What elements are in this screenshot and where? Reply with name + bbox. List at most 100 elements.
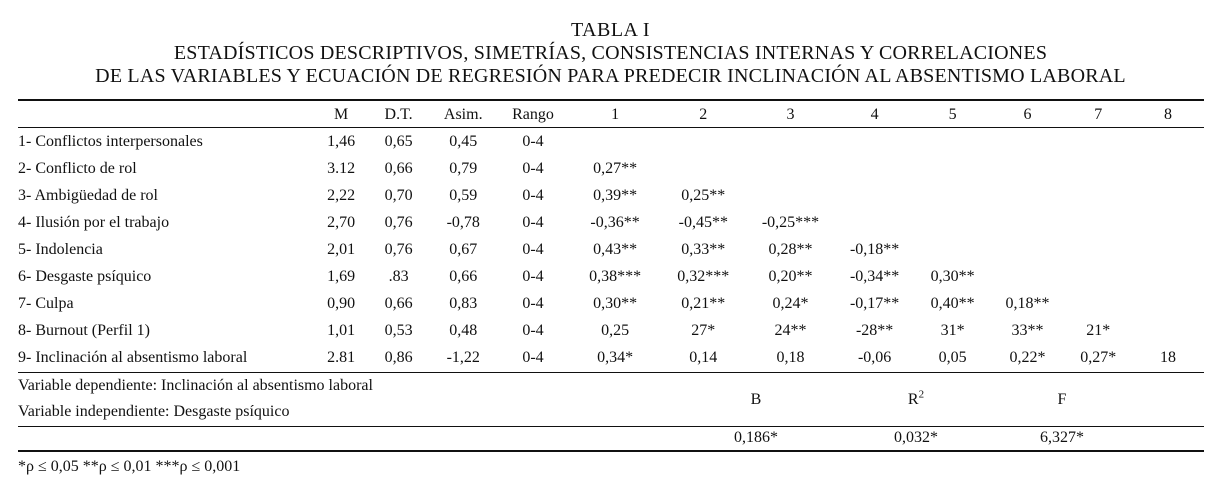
table-cell: 0-4 (522, 132, 544, 150)
table-cell (1064, 236, 1132, 263)
independent-variable-label: Variable independiente: Desgaste psíquic… (18, 403, 290, 420)
table-cell: 27* (691, 321, 716, 339)
row-label: 3- Ambigüedad de rol (18, 186, 158, 204)
table-cell (1064, 128, 1132, 155)
table-cell (1064, 182, 1132, 209)
table-cell (991, 236, 1065, 263)
table-cell: 1,01 (327, 321, 356, 339)
regression-value-b: 0,186* (734, 429, 778, 446)
table-row: 4- Ilusión por el trabajo 2,70 0,76 -0,78 0-… (18, 209, 1204, 236)
row-label: 8- Burnout (Perfil 1) (18, 321, 150, 339)
table-cell: 33** (1011, 321, 1044, 339)
header-cell (18, 101, 316, 128)
table-row: 6- Desgaste psíquico 1,69 .83 0,66 0-4 0,38**… (18, 263, 1204, 290)
table-cell (991, 128, 1065, 155)
table-cell: 0-4 (522, 294, 544, 312)
regression-header-f: F (1057, 391, 1067, 408)
table-cell (991, 155, 1065, 182)
header-row: M D.T. Asim. Rango 1 2 3 4 5 6 7 8 (18, 101, 1204, 128)
bottom-rule (18, 450, 1204, 452)
table-cell (835, 155, 915, 182)
table-row: 3- Ambigüedad de rol 2,22 0,70 0,59 0-4 0,39*… (18, 182, 1204, 209)
table-cell: 0-4 (522, 159, 544, 177)
regression-value-r2: 0,032* (894, 429, 938, 446)
row-label: 1- Conflictos interpersonales (18, 132, 203, 150)
table-cell (1064, 263, 1132, 290)
row-label: 4- Ilusión por el trabajo (18, 213, 170, 231)
table-cell: 0,65 (384, 132, 413, 150)
header-cell: 7 (1094, 105, 1103, 123)
table-cell (991, 182, 1065, 209)
table-cell: -0,36** (590, 213, 640, 231)
table-cell: 2,01 (327, 240, 356, 258)
table-cell: 0,33** (681, 240, 726, 258)
table-cell (746, 128, 834, 155)
table-cell: 0,76 (384, 213, 413, 231)
table-cell: -0,78 (446, 213, 480, 231)
table-cell: 0-4 (522, 348, 544, 366)
regression-mid-rule (18, 426, 1204, 427)
table-cell (1132, 209, 1204, 236)
table-cell (835, 128, 915, 155)
table-cell: 0,83 (449, 294, 478, 312)
table-row: 2- Conflicto de rol 3.12 0,66 0,79 0-4 0,27** (18, 155, 1204, 182)
top-rule (18, 99, 1204, 101)
table-cell: 2.81 (327, 348, 356, 366)
header-cell: D.T. (384, 105, 413, 123)
table-cell: -0,17** (849, 294, 900, 312)
table-cell: 0,48 (449, 321, 478, 339)
table-cell: 0,39** (593, 186, 638, 204)
table-number: TABLA I (570, 19, 651, 41)
table-cell: 0,28** (768, 240, 813, 258)
table-cell: 0,20** (768, 267, 813, 285)
dependent-variable-label: Variable dependiente: Inclinación al abs… (18, 377, 373, 394)
table-cell: 0-4 (522, 213, 544, 231)
table-cell (1064, 209, 1132, 236)
table-cell: 0-4 (522, 240, 544, 258)
table-cell: 0-4 (522, 267, 544, 285)
table-cell: -0,06 (857, 348, 892, 366)
header-cell: 5 (948, 105, 957, 123)
table-cell: 0,38*** (589, 267, 642, 285)
table-cell (915, 128, 991, 155)
table-cell: -0,18** (849, 240, 900, 258)
table-cell: 0,14 (689, 348, 718, 366)
statistics-table: M D.T. Asim. Rango 1 2 3 4 5 6 7 8 1- Co… (18, 101, 1204, 371)
table-cell (991, 209, 1065, 236)
table-cell: 0,30** (930, 267, 975, 285)
table-cell (1132, 290, 1204, 317)
table-cell (1064, 290, 1132, 317)
table-cell: 0,70 (384, 186, 413, 204)
table-cell: 0,79 (449, 159, 478, 177)
header-cell: 1 (611, 105, 620, 123)
table-cell (1132, 155, 1204, 182)
table-cell (915, 182, 991, 209)
table-cell: 0,43** (593, 240, 638, 258)
regression-header-r2: R2 (876, 389, 956, 409)
header-cell: Asim. (443, 105, 483, 123)
table-cell (746, 182, 834, 209)
table-cell: -28** (855, 321, 894, 339)
table-cell (660, 128, 746, 155)
table-cell: 0,76 (384, 240, 413, 258)
table-cell: 0,18 (776, 348, 805, 366)
regression-header-r2-text: R (907, 391, 919, 408)
table-cell (746, 155, 834, 182)
row-label: 6- Desgaste psíquico (18, 267, 152, 285)
table-cell: 0,27** (593, 159, 638, 177)
header-cell: M (334, 105, 349, 123)
table-cell: -0,45** (678, 213, 728, 231)
table-row: 8- Burnout (Perfil 1) 1,01 0,53 0,48 0-4 0,25… (18, 317, 1204, 344)
significance-footnote: *ρ ≤ 0,05 **ρ ≤ 0,01 ***ρ ≤ 0,001 (18, 458, 241, 475)
table-cell: 0,66 (384, 159, 413, 177)
header-cell: 6 (1023, 105, 1032, 123)
row-label: 5- Indolencia (18, 240, 103, 258)
table-title-line-2: DE LAS VARIABLES Y ECUACIÓN DE REGRESIÓN… (95, 65, 1126, 87)
regression-header-b: B (750, 391, 762, 408)
table-cell: 0,32*** (677, 267, 730, 285)
table-cell (1132, 236, 1204, 263)
table-cell (660, 155, 746, 182)
table-cell: 21* (1086, 321, 1111, 339)
table-cell (570, 128, 660, 155)
table-cell: 0,40** (930, 294, 975, 312)
